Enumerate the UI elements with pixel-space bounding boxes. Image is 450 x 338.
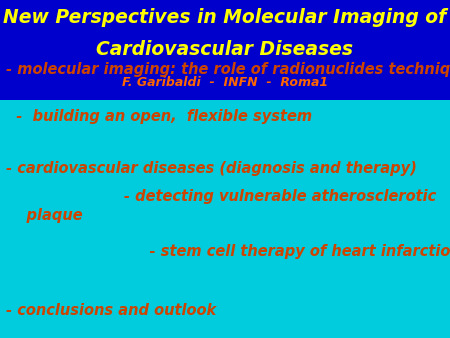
Text: -  building an open,  flexible system: - building an open, flexible system [6, 109, 312, 124]
Text: - conclusions and outlook: - conclusions and outlook [6, 304, 216, 318]
Text: Cardiovascular Diseases: Cardiovascular Diseases [96, 40, 354, 59]
Text: - stem cell therapy of heart infarction: - stem cell therapy of heart infarction [6, 244, 450, 259]
Text: - cardiovascular diseases (diagnosis and therapy): - cardiovascular diseases (diagnosis and… [6, 162, 417, 176]
Text: New Perspectives in Molecular Imaging of: New Perspectives in Molecular Imaging of [4, 8, 446, 27]
Text: - detecting vulnerable atherosclerotic
    plaque: - detecting vulnerable atherosclerotic p… [6, 189, 436, 223]
Text: F. Garibaldi  -  INFN  -  Roma1: F. Garibaldi - INFN - Roma1 [122, 76, 328, 89]
Bar [0, 0, 450, 100]
Text: - molecular imaging: the role of radionuclides techniques: - molecular imaging: the role of radionu… [6, 62, 450, 77]
